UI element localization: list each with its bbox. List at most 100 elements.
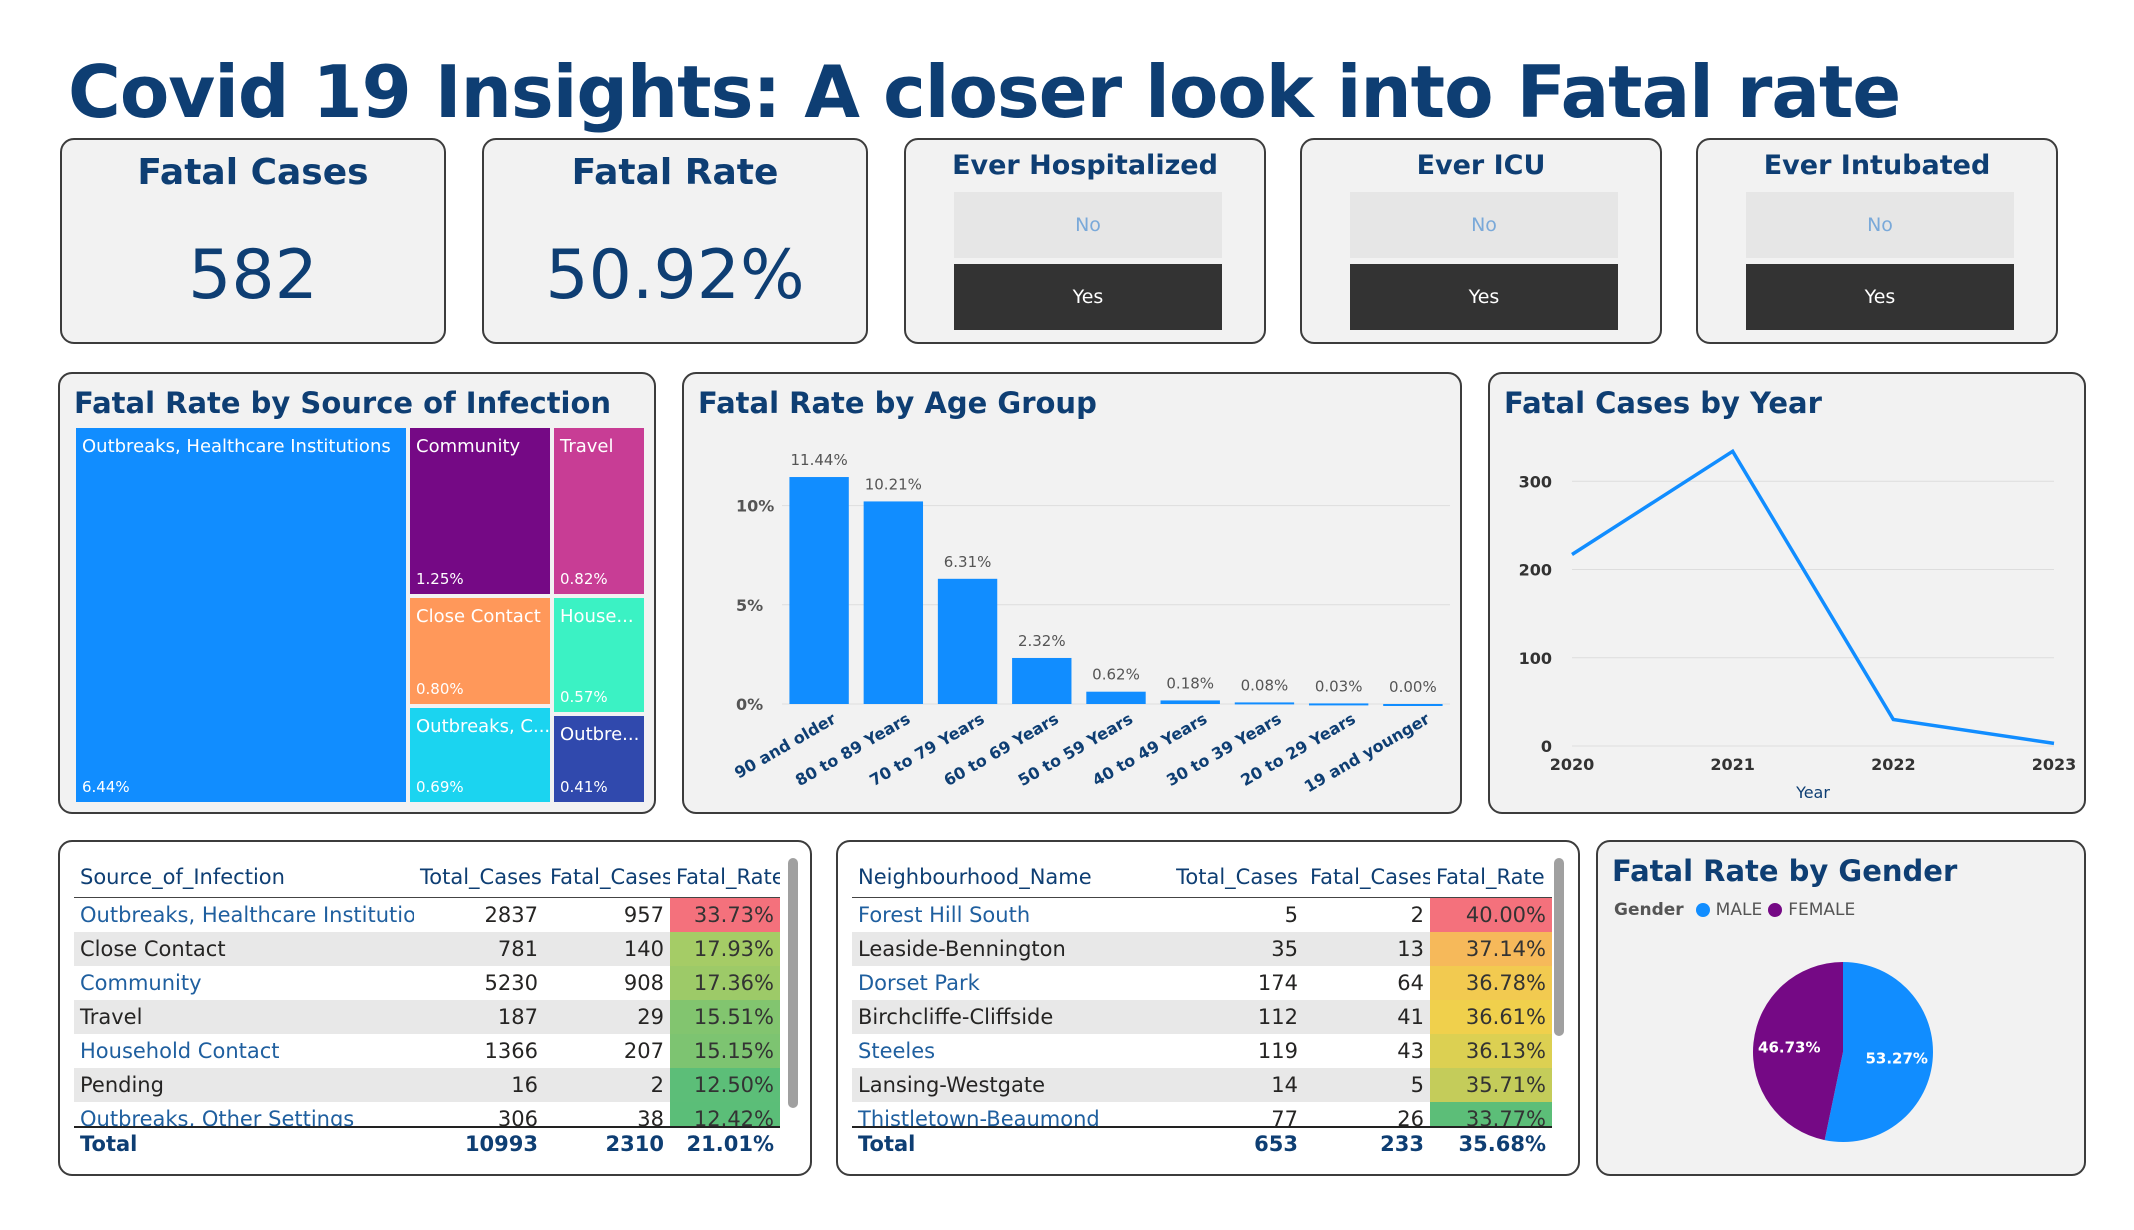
treemap-tile[interactable]: Travel 0.82%: [554, 428, 644, 594]
column-header[interactable]: Fatal_Cases: [550, 865, 670, 889]
cell-fatal-cases: 41: [1397, 1005, 1424, 1029]
cell-fatal-cases: 26: [1397, 1107, 1424, 1126]
treemap-tile[interactable]: Community 1.25%: [410, 428, 550, 594]
total-fatal-cases: 233: [1380, 1132, 1424, 1156]
cell-name: Travel: [80, 1005, 143, 1029]
chart-title: Fatal Cases by Year: [1504, 386, 1822, 420]
pie-slice[interactable]: [1824, 962, 1933, 1142]
table-row[interactable]: Outbreaks, Other Settings 306 38 12.42%: [74, 1102, 780, 1126]
legend-item-female[interactable]: FEMALE: [1788, 900, 1856, 920]
legend-item-male[interactable]: MALE: [1715, 900, 1763, 920]
total-fatal-rate: 21.01%: [686, 1132, 774, 1156]
cell-fatal-cases: 38: [637, 1107, 664, 1126]
cell-fatal-cases: 207: [623, 1039, 664, 1063]
kpi-label: Fatal Cases: [137, 152, 369, 193]
column-header-sorted[interactable]: Fatal_Rate: [1430, 865, 1552, 889]
bar-data-label: 0.00%: [1389, 678, 1437, 696]
cell-name: Forest Hill South: [858, 903, 1031, 927]
column-header-sorted[interactable]: Fatal_Rate: [670, 865, 780, 889]
pie-slice[interactable]: [1753, 962, 1843, 1141]
cell-fatal-cases: 5: [1410, 1073, 1424, 1097]
cell-name: Outbreaks, Other Settings: [80, 1107, 355, 1126]
cell-name: Dorset Park: [858, 971, 980, 995]
cell-fatal-cases: 13: [1397, 937, 1424, 961]
table-row[interactable]: Leaside-Bennington 35 13 37.14%: [852, 932, 1552, 966]
treemap-tile-label: Outbre...: [560, 724, 640, 745]
slicer-label: Ever ICU: [1416, 150, 1546, 181]
slicer-option-no[interactable]: No: [1746, 192, 2014, 258]
column-header-label: Fatal_Rate: [676, 865, 780, 889]
y-tick-label: 0%: [736, 695, 763, 714]
cell-total-cases: 174: [1257, 971, 1298, 995]
treemap-tile[interactable]: Outbreaks, Healthcare Institutions 6.44%: [76, 428, 406, 802]
slicer-option-yes[interactable]: Yes: [1350, 264, 1618, 330]
table-row[interactable]: Close Contact 781 140 17.93%: [74, 932, 780, 966]
treemap-tile[interactable]: House... 0.57%: [554, 598, 644, 712]
bar[interactable]: [1308, 703, 1369, 706]
table-scrollbar[interactable]: [788, 858, 798, 1108]
treemap-tile-label: House...: [560, 606, 634, 627]
bar[interactable]: [1086, 691, 1146, 704]
table-row[interactable]: Steeles 119 43 36.13%: [852, 1034, 1552, 1068]
x-tick-label: 19 and younger: [1301, 709, 1433, 796]
table-row[interactable]: Forest Hill South 5 2 40.00%: [852, 898, 1552, 932]
table-row[interactable]: Travel 187 29 15.51%: [74, 1000, 780, 1034]
slicer-option-yes[interactable]: Yes: [954, 264, 1222, 330]
table-header: Source_of_Infection Total_Cases Fatal_Ca…: [74, 856, 780, 898]
column-header[interactable]: Source_of_Infection: [80, 865, 285, 889]
cell-fatal-rate: 35.71%: [1430, 1068, 1552, 1102]
slicer-option-yes[interactable]: Yes: [1746, 264, 2014, 330]
treemap-tile-value: 6.44%: [82, 778, 130, 796]
bar-data-label: 6.31%: [944, 553, 992, 571]
treemap-tile[interactable]: Outbreaks, C... 0.69%: [410, 708, 550, 802]
kpi-value: 582: [188, 236, 318, 315]
cell-total-cases: 14: [1271, 1073, 1298, 1097]
treemap-tile-value: 0.41%: [560, 778, 608, 796]
column-header[interactable]: Total_Cases: [1176, 865, 1298, 889]
table-row[interactable]: Dorset Park 174 64 36.78%: [852, 966, 1552, 1000]
table-total-row: Total 653 233 35.68%: [852, 1126, 1552, 1160]
bar[interactable]: [789, 477, 849, 704]
bar[interactable]: [937, 578, 998, 704]
table-row[interactable]: Community 5230 908 17.36%: [74, 966, 780, 1000]
treemap-tile[interactable]: Outbre... 0.41%: [554, 716, 644, 802]
column-header[interactable]: Neighbourhood_Name: [858, 865, 1092, 889]
table-row[interactable]: Birchcliffe-Cliffside 112 41 36.61%: [852, 1000, 1552, 1034]
slicer-option-no[interactable]: No: [1350, 192, 1618, 258]
cell-total-cases: 35: [1271, 937, 1298, 961]
gender-pie-chart: 53.27% 46.73%: [1753, 962, 1933, 1142]
column-header[interactable]: Fatal_Cases: [1310, 865, 1430, 889]
cell-fatal-cases: 957: [623, 903, 664, 927]
cell-fatal-rate: 15.51%: [670, 1000, 780, 1034]
cell-fatal-rate: 17.36%: [670, 966, 780, 1000]
cell-fatal-rate: 33.73%: [670, 898, 780, 932]
cell-fatal-rate: 36.78%: [1430, 966, 1552, 1000]
treemap-tile[interactable]: Close Contact 0.80%: [410, 598, 550, 704]
total-label: Total: [858, 1132, 916, 1156]
table-header: Neighbourhood_Name Total_Cases Fatal_Cas…: [852, 856, 1552, 898]
bar[interactable]: [1160, 700, 1220, 704]
cell-name: Pending: [80, 1073, 164, 1097]
source-table-card: Source_of_Infection Total_Cases Fatal_Ca…: [58, 840, 812, 1176]
cell-name: Outbreaks, Healthcare Institutions: [80, 903, 414, 927]
table-row[interactable]: Household Contact 1366 207 15.15%: [74, 1034, 780, 1068]
y-tick-label: 10%: [736, 497, 774, 516]
table-row[interactable]: Thistletown-Beaumond 77 26 33.77%: [852, 1102, 1552, 1126]
bar[interactable]: [1383, 704, 1443, 706]
series-line[interactable]: [1571, 448, 2055, 746]
bar[interactable]: [1012, 657, 1072, 704]
slicer-option-no[interactable]: No: [954, 192, 1222, 258]
table-row[interactable]: Lansing-Westgate 14 5 35.71%: [852, 1068, 1552, 1102]
cell-total-cases: 1366: [484, 1039, 538, 1063]
bar[interactable]: [863, 501, 924, 704]
column-header[interactable]: Total_Cases: [420, 865, 542, 889]
table-scrollbar[interactable]: [1554, 858, 1564, 1036]
year-chart-card: Fatal Cases by Year 0 100 200 300 2020 2021 20…: [1488, 372, 2086, 814]
y-tick-label: 0: [1541, 737, 1552, 756]
cell-fatal-cases: 43: [1397, 1039, 1424, 1063]
table-row[interactable]: Outbreaks, Healthcare Institutions 2837 95…: [74, 898, 780, 932]
bar-data-label: 10.21%: [865, 475, 922, 493]
bar[interactable]: [1234, 702, 1295, 705]
bar-data-label: 0.08%: [1241, 676, 1289, 694]
table-row[interactable]: Pending 16 2 12.50%: [74, 1068, 780, 1102]
